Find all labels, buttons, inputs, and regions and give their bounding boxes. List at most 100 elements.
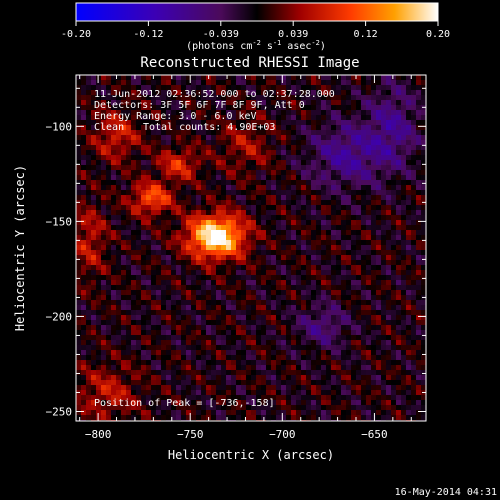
heatmap-cell: [326, 365, 332, 371]
heatmap-cell: [281, 90, 287, 96]
heatmap-cell: [401, 285, 407, 291]
heatmap-cell: [206, 165, 212, 171]
heatmap-cell: [401, 390, 407, 396]
heatmap-cell: [256, 140, 262, 146]
heatmap-cell: [421, 400, 426, 406]
heatmap-cell: [191, 235, 197, 241]
heatmap-cell: [161, 135, 167, 141]
heatmap-cell: [411, 255, 417, 261]
heatmap-cell: [191, 245, 197, 251]
heatmap-cell: [411, 265, 417, 271]
heatmap-cell: [251, 165, 257, 171]
heatmap-cell: [126, 300, 132, 306]
heatmap-cell: [131, 325, 137, 331]
heatmap-cell: [161, 105, 167, 111]
heatmap-cell: [166, 90, 172, 96]
heatmap-cell: [131, 90, 137, 96]
heatmap-cell: [191, 205, 197, 211]
heatmap-cell: [356, 330, 362, 336]
heatmap-cell: [391, 110, 397, 116]
heatmap-cell: [156, 400, 162, 406]
heatmap-cell: [321, 265, 327, 271]
heatmap-cell: [281, 320, 287, 326]
heatmap-cell: [186, 300, 192, 306]
heatmap-cell: [281, 150, 287, 156]
heatmap-cell: [231, 250, 237, 256]
heatmap-cell: [221, 195, 227, 201]
heatmap-cell: [101, 255, 107, 261]
heatmap-cell: [96, 305, 102, 311]
heatmap-cell: [391, 165, 397, 171]
heatmap-cell: [171, 160, 177, 166]
heatmap-cell: [141, 220, 147, 226]
heatmap-cell: [341, 235, 347, 241]
heatmap-cell: [116, 415, 122, 421]
heatmap-cell: [336, 85, 342, 91]
heatmap-cell: [391, 190, 397, 196]
heatmap-cell: [101, 215, 107, 221]
heatmap-cell: [291, 275, 297, 281]
heatmap-cell: [81, 115, 87, 121]
heatmap-cell: [86, 130, 92, 136]
heatmap-cell: [406, 295, 412, 301]
heatmap-cell: [146, 340, 152, 346]
heatmap-cell: [106, 230, 112, 236]
heatmap-cell: [226, 375, 232, 381]
heatmap-cell: [351, 265, 357, 271]
heatmap-cell: [206, 260, 212, 266]
heatmap-cell: [211, 315, 217, 321]
heatmap-cell: [166, 365, 172, 371]
heatmap-cell: [91, 275, 97, 281]
heatmap-cell: [376, 415, 382, 421]
heatmap-cell: [246, 135, 252, 141]
heatmap-cell: [81, 130, 87, 136]
heatmap-cell: [196, 145, 202, 151]
heatmap-cell: [81, 345, 87, 351]
heatmap-cell: [246, 415, 252, 421]
heatmap-cell: [261, 140, 267, 146]
heatmap-cell: [226, 75, 232, 81]
heatmap-cell: [286, 75, 292, 81]
heatmap-cell: [221, 155, 227, 161]
heatmap-cell: [286, 370, 292, 376]
heatmap-cell: [131, 385, 137, 391]
heatmap-cell: [131, 315, 137, 321]
heatmap-cell: [256, 185, 262, 191]
heatmap-cell: [171, 140, 177, 146]
heatmap-cell: [161, 300, 167, 306]
heatmap-cell: [256, 330, 262, 336]
heatmap-cell: [236, 205, 242, 211]
heatmap-cell: [331, 330, 337, 336]
heatmap-cell: [361, 105, 367, 111]
heatmap-cell: [226, 280, 232, 286]
heatmap-cell: [281, 270, 287, 276]
heatmap-cell: [406, 345, 412, 351]
heatmap-cell: [301, 385, 307, 391]
heatmap-cell: [281, 345, 287, 351]
heatmap-cell: [276, 175, 282, 181]
heatmap-cell: [161, 335, 167, 341]
heatmap-cell: [81, 230, 87, 236]
heatmap-cell: [106, 240, 112, 246]
heatmap-cell: [111, 200, 117, 206]
heatmap-cell: [296, 180, 302, 186]
heatmap-cell: [396, 100, 402, 106]
heatmap-cell: [166, 325, 172, 331]
heatmap-cell: [171, 275, 177, 281]
heatmap-cell: [186, 315, 192, 321]
heatmap-cell: [131, 150, 137, 156]
heatmap-cell: [231, 400, 237, 406]
heatmap-cell: [176, 170, 182, 176]
heatmap-cell: [201, 350, 207, 356]
heatmap-cell: [401, 325, 407, 331]
heatmap-cell: [326, 260, 332, 266]
heatmap-cell: [291, 415, 297, 421]
heatmap-cell: [396, 215, 402, 221]
heatmap-cell: [381, 240, 387, 246]
heatmap-cell: [206, 235, 212, 241]
heatmap-cell: [116, 370, 122, 376]
heatmap-cell: [81, 125, 87, 131]
heatmap-cell: [191, 80, 197, 86]
heatmap-cell: [321, 255, 327, 261]
heatmap-cell: [226, 155, 232, 161]
